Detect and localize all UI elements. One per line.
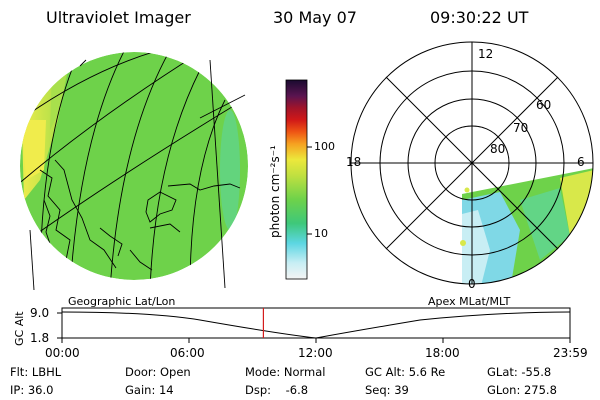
mlt-label-18: 18 [346, 155, 362, 169]
colorbar-unit-label: photon cm⁻²s⁻¹ [268, 145, 282, 238]
mlt-label-12: 12 [478, 47, 494, 61]
lat-label-60: 60 [536, 98, 552, 112]
lat-label-80: 80 [490, 142, 506, 156]
time-tick-1800: 18:00 [425, 346, 460, 360]
apex-title: Apex MLat/MLT [428, 295, 511, 308]
polar-grid [350, 41, 594, 285]
date-label: 30 May 07 [273, 8, 357, 27]
status-gain: Gain: 14 [125, 383, 174, 397]
time-tick-1200: 12:00 [298, 346, 333, 360]
geographic-image [20, 52, 248, 280]
status-dsp: Dsp: -6.8 [245, 383, 309, 397]
status-gc-alt: GC Alt: 5.6 Re [365, 365, 446, 379]
status-filter: Flt: LBHL [10, 365, 62, 379]
status-mode: Mode: Normal [245, 365, 326, 379]
mlt-label-0: 0 [468, 277, 476, 291]
colorbar [285, 79, 312, 280]
lat-label-70: 70 [513, 121, 529, 135]
alt-tick-9: 9.0 [30, 306, 50, 320]
time-tick-2359: 23:59 [553, 346, 588, 360]
mlt-label-6: 6 [577, 155, 585, 169]
time-tick-0600: 06:00 [170, 346, 205, 360]
status-seq: Seq: 39 [365, 383, 409, 397]
status-glat: GLat: -55.8 [487, 365, 552, 379]
geographic-title: Geographic Lat/Lon [68, 295, 176, 308]
time-tick-0000: 00:00 [45, 346, 80, 360]
status-glon: GLon: 275.8 [487, 383, 557, 397]
altitude-plot [57, 307, 571, 343]
status-door: Door: Open [125, 365, 191, 379]
limb-lines [29, 59, 246, 291]
instrument-title: Ultraviolet Imager [46, 8, 191, 27]
alt-tick-1-8: 1.8 [30, 331, 50, 345]
status-ip: IP: 36.0 [10, 383, 54, 397]
colorbar-tick-10: 10 [314, 227, 328, 240]
altitude-axis-label: GC Alt [13, 311, 26, 346]
time-label: 09:30:22 UT [430, 8, 529, 27]
colorbar-tick-100: 100 [314, 140, 335, 153]
